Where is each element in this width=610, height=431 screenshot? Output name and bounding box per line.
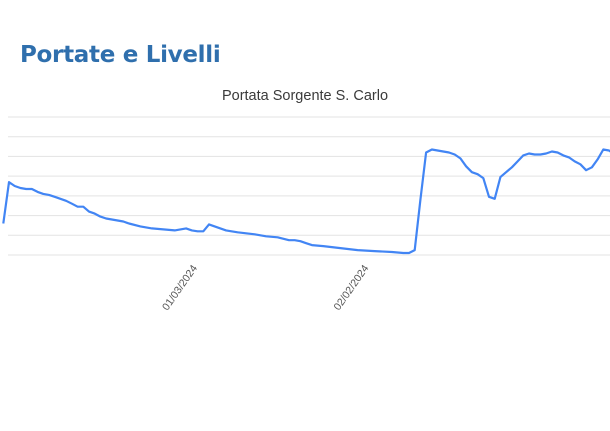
x-tick-label: 01/03/2024 [160, 263, 200, 313]
chart-grid [8, 116, 610, 256]
x-tick-label: 02/02/2024 [331, 263, 371, 313]
x-axis-ticks: /202308/12/202315/12/202322/12/202329/12… [0, 259, 372, 313]
series-line [2, 148, 610, 255]
chart-series [2, 148, 610, 255]
page-title: Portate e Livelli [20, 42, 221, 68]
chart-title: Portata Sorgente S. Carlo [221, 88, 389, 104]
